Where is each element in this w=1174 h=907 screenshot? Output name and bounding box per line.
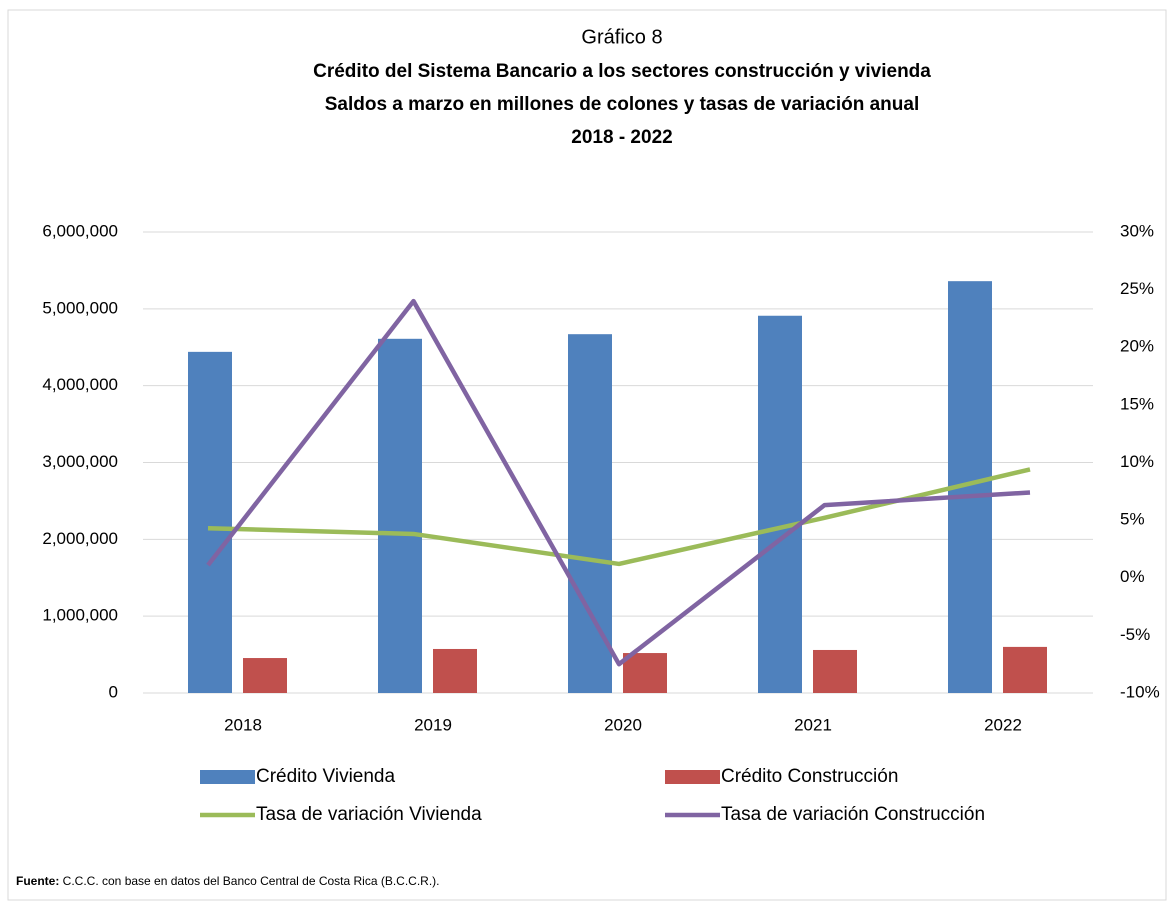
- bar: [568, 334, 612, 693]
- y-tick-label: 3,000,000: [42, 452, 118, 471]
- x-tick-label: 2020: [604, 715, 642, 734]
- chart-subtitle: 2018 - 2022: [571, 127, 672, 148]
- bar: [758, 315, 802, 693]
- y-tick-label: 2,000,000: [42, 529, 118, 548]
- x-tick-label: 2018: [224, 715, 262, 734]
- y2-tick-label: -5%: [1120, 625, 1150, 644]
- bar: [623, 653, 667, 693]
- x-tick-label: 2022: [984, 715, 1022, 734]
- chart-title: Gráfico 8: [581, 26, 662, 48]
- y2-tick-label: 0%: [1120, 567, 1145, 586]
- x-tick-label: 2019: [414, 715, 452, 734]
- bar: [433, 648, 477, 693]
- bar: [813, 649, 857, 693]
- bar: [243, 658, 287, 693]
- y2-tick-label: 30%: [1120, 221, 1154, 240]
- source: Fuente: C.C.C. con base en datos del Ban…: [16, 874, 440, 888]
- bar: [378, 338, 422, 693]
- bar: [1003, 646, 1047, 693]
- y-tick-label: 5,000,000: [42, 298, 118, 317]
- y2-tick-label: -10%: [1120, 682, 1160, 701]
- legend-swatch: [200, 770, 255, 784]
- source-label: Fuente:: [16, 874, 59, 888]
- y2-tick-label: 5%: [1120, 510, 1145, 529]
- legend-swatch: [665, 770, 720, 784]
- chart-subtitle: Crédito del Sistema Bancario a los secto…: [313, 61, 931, 82]
- source-text: C.C.C. con base en datos del Banco Centr…: [59, 874, 439, 888]
- y-tick-label: 1,000,000: [42, 606, 118, 625]
- y-tick-label: 4,000,000: [42, 375, 118, 394]
- chart-subtitle: Saldos a marzo en millones de colones y …: [325, 94, 920, 115]
- y2-tick-label: 10%: [1120, 452, 1154, 471]
- legend-label: Crédito Vivienda: [256, 766, 396, 787]
- y2-tick-label: 25%: [1120, 279, 1154, 298]
- y2-tick-label: 15%: [1120, 394, 1154, 413]
- y-tick-label: 6,000,000: [42, 221, 118, 240]
- y2-tick-label: 20%: [1120, 337, 1154, 356]
- legend-label: Crédito Construcción: [721, 766, 898, 787]
- bar: [188, 351, 232, 693]
- x-tick-label: 2021: [794, 715, 832, 734]
- line: [206, 298, 1031, 667]
- y-tick-label: 0: [109, 682, 118, 701]
- legend-label: Tasa de variación Vivienda: [256, 804, 482, 825]
- legend-label: Tasa de variación Construcción: [721, 804, 985, 825]
